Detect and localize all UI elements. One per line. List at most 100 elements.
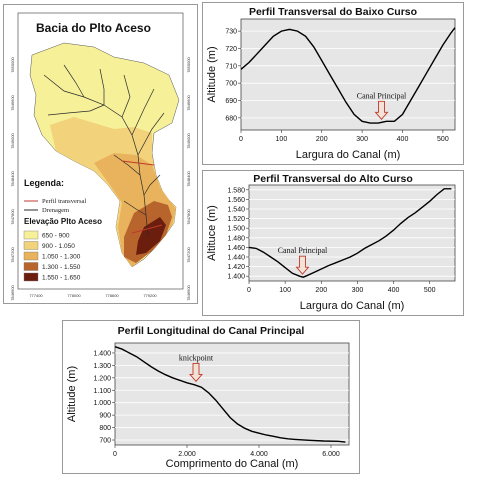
- elevation-class-label: 1.050 - 1.300: [42, 254, 81, 261]
- y-tick-label: 680: [225, 115, 237, 122]
- chart-lower-course-profile: Perfil Transversal do Baixo Curso 680 690 7…: [206, 6, 456, 161]
- legend-transect-label: Perfil transversal: [42, 198, 86, 205]
- chart-title: Perfil Transversal do Baixo Curso: [249, 6, 417, 18]
- y-tick-label: 720: [225, 46, 237, 53]
- plot-area: [114, 342, 350, 446]
- y-tick-label: 1.400: [93, 350, 111, 357]
- y-tick-label: 730: [225, 29, 237, 36]
- elevation-swatch: [23, 251, 39, 261]
- map-y-tick-label: 7849000: [186, 132, 191, 148]
- y-tick-label: 1.440: [227, 255, 245, 262]
- map-y-tick-label: 7850000: [186, 56, 191, 72]
- x-tick-label: 200: [316, 136, 328, 143]
- annotation-arrow: [295, 255, 310, 275]
- x-tick-label: 300: [356, 136, 368, 143]
- y-tick-label: 900: [99, 413, 111, 420]
- elevation-swatch: [23, 262, 39, 271]
- y-tick-label: 800: [99, 425, 111, 432]
- elevation-class-label: 1.550 - 1.650: [42, 275, 81, 282]
- transect-line-low: [121, 160, 155, 166]
- chart-panel-upper-course: Perfil Transversal do Alto Curso 1.400 1.4…: [202, 170, 464, 316]
- plot-area: [248, 184, 456, 282]
- x-axis-label: Comprimento do Canal (m): [166, 458, 299, 470]
- x-axis-label: Largura do Canal (m): [296, 149, 401, 161]
- y-tick-label: 1.460: [227, 245, 245, 252]
- map-y-tick-label: 7849600: [10, 94, 15, 110]
- map-y-tick-label: 7849600: [186, 94, 191, 110]
- y-tick-label: 690: [225, 98, 237, 105]
- y-tick-label: 1.500: [227, 226, 245, 233]
- map-y-tick-label: 7849000: [10, 132, 15, 148]
- chart-panel-longitudinal: Perfil Longitudinal do Canal Principal 70…: [62, 320, 360, 474]
- y-tick-label: 1.200: [93, 375, 111, 382]
- y-tick-label: 1.540: [227, 207, 245, 214]
- x-tick-label: 300: [352, 287, 364, 294]
- x-tick-label: 6.000: [322, 451, 340, 458]
- y-tick-label: 1.100: [93, 388, 111, 395]
- map-y-tick-label: 7847800: [186, 208, 191, 224]
- chart-title: Perfil Transversal do Alto Curso: [253, 173, 413, 185]
- basin-zone-peak: [136, 217, 166, 255]
- y-tick-label: 1.000: [93, 400, 111, 407]
- x-tick-label: 500: [437, 136, 449, 143]
- map-x-tick-label: 777400: [29, 293, 43, 298]
- annotation-label: Canal Principal: [357, 91, 407, 100]
- annotation-arrow: [189, 362, 203, 383]
- map-x-tick-label: 778000: [67, 293, 81, 298]
- chart-panel-lower-course: Perfil Transversal do Baixo Curso 680 690 7…: [202, 2, 464, 165]
- annotation-label: Canal Principal: [278, 246, 328, 255]
- transect-line-high: [131, 224, 163, 234]
- y-tick-label: 1.400: [227, 274, 245, 281]
- chart-upper-course-profile: Perfil Transversal do Alto Curso 1.400 1.4…: [206, 173, 456, 312]
- elevation-swatch: [23, 241, 39, 250]
- annotation-arrow: [374, 100, 389, 121]
- basin-map: Bacia do Plto Aceso 7850000 7849600 784900…: [10, 12, 191, 301]
- y-tick-label: 1.300: [93, 363, 111, 370]
- map-x-tick-label: 779200: [143, 293, 157, 298]
- series-line: [114, 346, 346, 443]
- map-x-ticks: 777400 778000 778600 779200: [29, 293, 157, 298]
- x-tick-label: 2.000: [178, 451, 196, 458]
- x-tick-label: 0: [239, 136, 243, 143]
- map-panel: Bacia do Plto Aceso 7850000 7849600 784900…: [3, 4, 198, 304]
- map-y-ticks-left: 7850000 7849600 7849000 7848400 7847800 78472…: [10, 56, 15, 300]
- elevation-class-label: 1.300 - 1.550: [42, 264, 81, 271]
- map-y-tick-label: 7846600: [186, 284, 191, 300]
- x-tick-label: 100: [276, 136, 288, 143]
- map-y-tick-label: 7847200: [186, 246, 191, 262]
- map-x-tick-label: 778600: [105, 293, 119, 298]
- elevation-legend-title: Elevação Plto Aceso: [24, 217, 102, 226]
- y-tick-label: 1.480: [227, 235, 245, 242]
- map-y-tick-label: 7850000: [10, 56, 15, 72]
- elevation-swatch: [23, 230, 39, 240]
- map-y-tick-label: 7847200: [10, 246, 15, 262]
- y-tick-label: 700: [225, 81, 237, 88]
- legend-line-transect: Perfil transversal: [24, 198, 86, 205]
- x-tick-label: 4.000: [250, 451, 268, 458]
- elevation-class-label: 650 - 900: [42, 233, 70, 240]
- chart-longitudinal-profile: Perfil Longitudinal do Canal Principal 70…: [66, 325, 350, 470]
- y-tick-label: 1.580: [227, 187, 245, 194]
- y-tick-label: 1.420: [227, 264, 245, 271]
- y-tick-label: 1.560: [227, 197, 245, 204]
- map-y-tick-label: 7847800: [10, 208, 15, 224]
- x-tick-label: 400: [397, 136, 409, 143]
- y-axis-label: Altitude (m): [66, 366, 78, 422]
- map-title: Bacia do Plto Aceso: [36, 21, 151, 35]
- elevation-legend: 650 - 900 900 - 1.050 1.050 - 1.300 1.300 -…: [23, 230, 81, 282]
- series-line: [240, 27, 456, 124]
- map-y-tick-label: 7848400: [186, 170, 191, 186]
- legend-drainage-label: Drenagem: [42, 207, 69, 214]
- y-tick-label: 710: [225, 63, 237, 70]
- y-axis-label: Altituce (m): [206, 205, 218, 261]
- plot-area: [240, 18, 456, 131]
- x-tick-label: 500: [424, 287, 436, 294]
- legend-line-drainage: Drenagem: [24, 207, 69, 214]
- x-tick-label: 0: [113, 451, 117, 458]
- drainage-network: [43, 64, 165, 238]
- map-y-tick-label: 7846600: [10, 284, 15, 300]
- elevation-swatch: [23, 272, 39, 282]
- series-line: [248, 188, 452, 278]
- annotation-label: knickpoint: [179, 353, 214, 362]
- y-axis-label: Altitude (m): [206, 46, 218, 102]
